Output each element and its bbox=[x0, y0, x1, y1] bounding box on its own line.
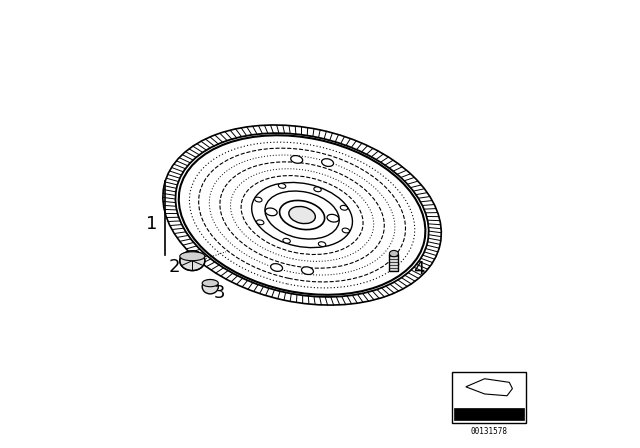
Ellipse shape bbox=[271, 263, 282, 271]
Ellipse shape bbox=[180, 252, 205, 261]
Ellipse shape bbox=[327, 214, 339, 222]
Ellipse shape bbox=[291, 155, 303, 163]
Ellipse shape bbox=[202, 280, 218, 287]
Ellipse shape bbox=[322, 159, 333, 167]
Ellipse shape bbox=[342, 228, 349, 233]
Bar bbox=[389, 254, 398, 271]
Ellipse shape bbox=[160, 123, 444, 307]
Text: 4: 4 bbox=[413, 260, 424, 278]
Ellipse shape bbox=[280, 200, 324, 230]
Ellipse shape bbox=[389, 250, 398, 257]
Bar bbox=[452, 372, 526, 423]
Ellipse shape bbox=[278, 184, 286, 188]
Text: 2: 2 bbox=[169, 258, 180, 276]
Ellipse shape bbox=[265, 208, 277, 216]
Bar bbox=[454, 409, 524, 420]
Ellipse shape bbox=[265, 191, 339, 239]
Ellipse shape bbox=[289, 207, 316, 224]
Polygon shape bbox=[466, 379, 513, 396]
Text: 00131578: 00131578 bbox=[470, 427, 508, 436]
Ellipse shape bbox=[283, 238, 291, 243]
Ellipse shape bbox=[314, 187, 321, 192]
Text: 3: 3 bbox=[214, 284, 225, 302]
Text: 1: 1 bbox=[147, 215, 157, 233]
Ellipse shape bbox=[255, 197, 262, 202]
Ellipse shape bbox=[340, 205, 348, 210]
Ellipse shape bbox=[180, 251, 205, 271]
Ellipse shape bbox=[202, 280, 218, 294]
Ellipse shape bbox=[318, 242, 326, 246]
Ellipse shape bbox=[301, 267, 314, 275]
Ellipse shape bbox=[257, 220, 264, 225]
